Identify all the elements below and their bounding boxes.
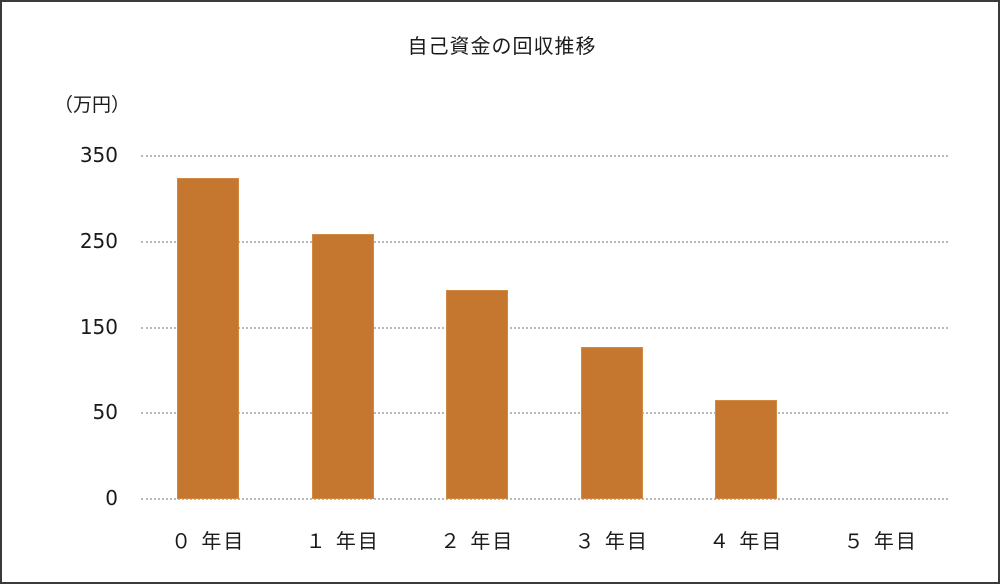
x-tick-label: ２ 年目 <box>440 529 515 553</box>
gridline <box>141 241 948 243</box>
y-tick-label: 150 <box>79 315 118 339</box>
y-tick-label: 350 <box>79 143 118 167</box>
bar <box>177 178 240 499</box>
bar <box>446 290 509 499</box>
gridline <box>141 155 948 157</box>
y-tick-label: 250 <box>79 229 118 253</box>
gridline <box>141 327 948 329</box>
gridline <box>141 498 948 500</box>
x-tick-label: ３ 年目 <box>574 529 649 553</box>
y-axis-unit-label: （万円） <box>54 94 131 116</box>
y-tick-label: 50 <box>92 400 118 424</box>
bar <box>580 347 643 499</box>
gridline <box>141 412 948 414</box>
x-tick-label: ０ 年目 <box>171 529 246 553</box>
chart-title: 自己資金の回収推移 <box>407 34 597 58</box>
bar <box>311 234 374 499</box>
x-tick-label: １ 年目 <box>305 529 380 553</box>
bar <box>715 400 778 499</box>
x-tick-label: ５ 年目 <box>843 529 918 553</box>
x-tick-label: ４ 年目 <box>709 529 784 553</box>
y-tick-label: 0 <box>105 486 118 510</box>
